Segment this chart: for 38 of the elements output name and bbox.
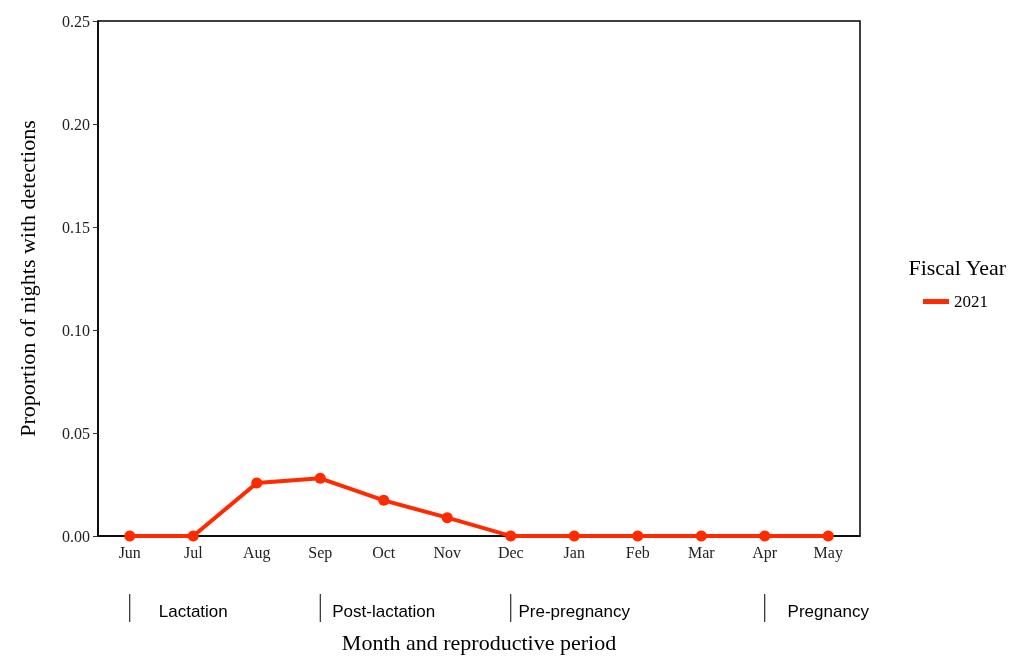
x-tick-label: May [813,543,843,562]
y-tick-label: 0.00 [62,527,90,545]
text: Pre-pregnancy [518,601,631,621]
point [187,530,199,542]
x-axis-title: Month and reproductive period [341,629,617,655]
x-tick-label: Dec [497,543,524,561]
point [822,530,834,542]
point [124,530,136,542]
point [695,530,707,542]
x-tick-label: Jun [118,543,141,561]
text: Lactation [158,601,228,621]
point [314,472,326,484]
y-tick-label: 0.10 [62,321,90,339]
y-tick-label: 0.05 [62,424,90,442]
point [251,477,263,489]
x-tick-label: Feb [625,543,650,561]
text: Post-lactation [332,601,436,621]
legend-label: 2021 [954,292,988,311]
legend-title: Fiscal Year [908,254,1007,280]
x-tick-label: Jul [183,543,204,561]
x-tick-label: Nov [433,543,462,561]
y-axis-title: Proportion of nights with detections [14,120,40,437]
x-tick-label: Aug [242,543,271,562]
point [632,530,644,542]
y-tick-label: 0.15 [62,218,90,236]
text: Pregnancy [787,601,870,621]
point [759,530,771,542]
x-tick-label: Jan [563,543,585,561]
x-tick-label: Apr [752,543,778,562]
point [505,530,517,542]
point [441,512,453,524]
point [378,494,390,506]
x-tick-label: Sep [308,543,333,562]
point [568,530,580,542]
x-tick-label: Oct [372,543,396,561]
x-tick-label: Mar [687,543,716,561]
y-tick-label: 0.25 [62,12,90,30]
y-tick-label: 0.20 [62,115,90,133]
